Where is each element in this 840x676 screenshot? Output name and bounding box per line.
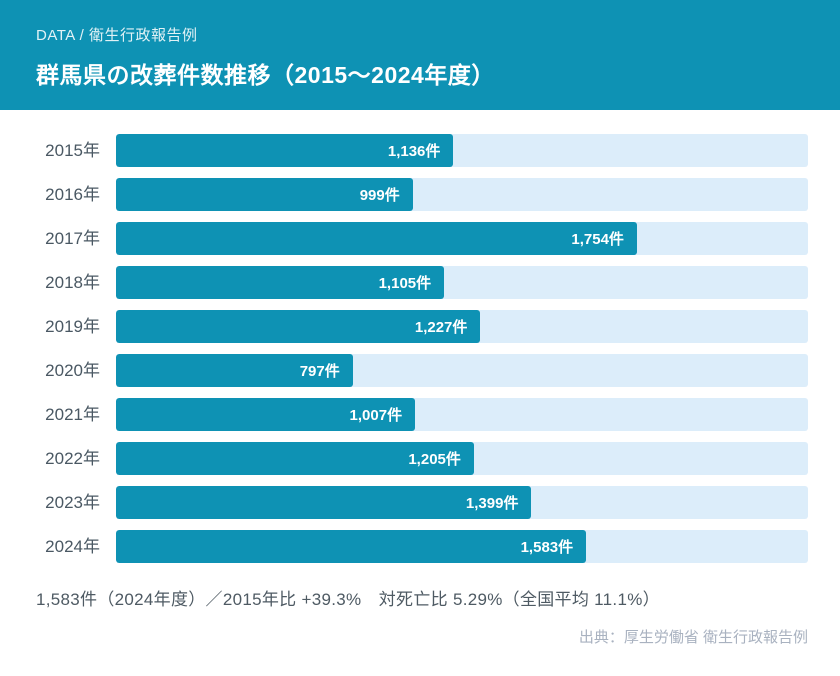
chart-row: 2022年 1,205件: [36, 442, 808, 475]
source-attribution: 出典：厚生労働省 衛生行政報告例: [578, 629, 808, 646]
year-label: 2017年: [45, 229, 100, 248]
bar-value-label: 1,227件: [414, 319, 468, 336]
bar-value-label: 1,105件: [378, 275, 432, 292]
bar-fill: 1,136件: [116, 134, 454, 167]
year-label: 2023年: [45, 493, 100, 512]
year-label: 2018年: [45, 273, 100, 292]
page-title: 群馬県の改葬件数推移（2015〜2024年度）: [36, 62, 495, 88]
bar-fill: 1,399件: [116, 486, 532, 519]
bar-fill: 1,105件: [116, 266, 445, 299]
year-label: 2015年: [45, 141, 100, 160]
chart-row: 2017年 1,754件: [36, 222, 808, 255]
bar-fill: 797件: [116, 354, 353, 387]
year-label: 2022年: [45, 449, 100, 468]
chart-row: 2023年 1,399件: [36, 486, 808, 519]
bar-track: 797件: [116, 354, 808, 387]
bar-track: 1,007件: [116, 398, 808, 431]
bar-track: 999件: [116, 178, 808, 211]
bar-value-label: 797件: [299, 363, 340, 380]
bar-track: 1,105件: [116, 266, 808, 299]
bar-fill: 1,754件: [116, 222, 637, 255]
bar-value-label: 1,205件: [408, 451, 461, 468]
bar-track: 1,136件: [116, 134, 808, 167]
year-label: 2019年: [45, 317, 100, 336]
bar-fill: 1,007件: [116, 398, 416, 431]
header-banner: DATA / 衛生行政報告例 群馬県の改葬件数推移（2015〜2024年度）: [0, 0, 840, 110]
chart-row: 2016年 999件: [36, 178, 808, 211]
chart-row: 2020年 797件: [36, 354, 808, 387]
year-label: 2024年: [45, 537, 100, 556]
bar-fill: 1,583件: [116, 530, 587, 563]
bar-track: 1,583件: [116, 530, 808, 563]
bar-track: 1,399件: [116, 486, 808, 519]
chart-row: 2024年 1,583件: [36, 530, 808, 563]
bar-track: 1,754件: [116, 222, 808, 255]
bar-track: 1,227件: [116, 310, 808, 343]
header-kicker: DATA / 衛生行政報告例: [36, 27, 198, 44]
year-label: 2020年: [45, 361, 100, 380]
bar-value-label: 1,399件: [465, 495, 519, 512]
bar-value-label: 1,007件: [349, 407, 403, 424]
year-label: 2016年: [45, 185, 100, 204]
bar-fill: 1,205件: [116, 442, 474, 475]
bar-track: 1,205件: [116, 442, 808, 475]
year-label: 2021年: [45, 405, 100, 424]
chart-row: 2021年 1,007件: [36, 398, 808, 431]
chart-row: 2015年 1,136件: [36, 134, 808, 167]
bar-value-label: 1,754件: [571, 231, 624, 248]
bar-value-label: 1,136件: [387, 143, 441, 160]
chart-row: 2019年 1,227件: [36, 310, 808, 343]
bar-fill: 999件: [116, 178, 413, 211]
chart-row: 2018年 1,105件: [36, 266, 808, 299]
bar-value-label: 999件: [359, 187, 400, 204]
bar-value-label: 1,583件: [520, 539, 574, 556]
bar-chart: 2015年 1,136件 2016年 999件 2017年 1,754件 2018年 1,10…: [36, 134, 808, 563]
bar-fill: 1,227件: [116, 310, 481, 343]
summary-stats: 1,583件（2024年度）／2015年比 +39.3% 対死亡比 5.29%（…: [36, 590, 660, 609]
